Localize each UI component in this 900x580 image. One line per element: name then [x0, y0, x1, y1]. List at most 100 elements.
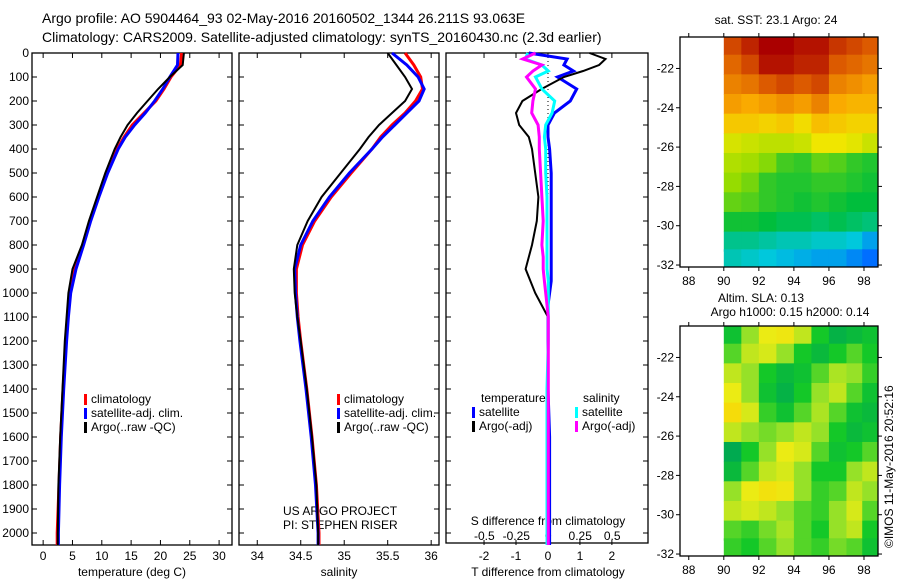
temperature-legend-label: Argo(..raw -QC)	[91, 420, 176, 434]
difference-legend-temperature-swatch	[472, 421, 475, 432]
sst-map-lat-label: -32	[657, 258, 675, 272]
depth-tick-label: 1600	[2, 430, 29, 444]
depth-tick-label: 1100	[3, 310, 29, 324]
sla-map-cell	[811, 520, 830, 541]
sla-map-cell	[828, 383, 847, 404]
sla-map-cell	[723, 461, 742, 482]
sst-map-lon-label: 94	[787, 274, 801, 288]
sst-map-cell	[758, 172, 777, 193]
depth-tick-label: 0	[22, 46, 29, 60]
temperature-axis-tick-label: 25	[183, 549, 197, 563]
sst-map-cell	[758, 37, 777, 56]
sla-map-cell	[776, 461, 795, 482]
sla-map-cell	[862, 461, 879, 482]
sla-map-cell	[758, 441, 777, 463]
sla-map-lon-label: 94	[787, 563, 801, 577]
sst-map-cell	[846, 74, 865, 95]
sla-map-cell	[811, 422, 830, 443]
difference-legend-temperature-swatch	[472, 407, 475, 418]
sla-map-cell	[776, 500, 795, 522]
sla-map-cell	[723, 383, 742, 404]
sst-map-cell	[846, 113, 865, 134]
legend-temperature-title: temperature	[481, 391, 546, 405]
sla-map-lon-label: 96	[822, 563, 836, 577]
t-diff-axis-tick-label: -1	[511, 549, 522, 563]
sla-map-cell	[758, 402, 777, 423]
t-diff-axis-tick-label: -2	[479, 549, 490, 563]
depth-tick-label: 600	[9, 190, 29, 204]
sla-map-cell	[862, 422, 879, 443]
sst-map-cell	[811, 192, 830, 213]
sst-map-cell	[741, 54, 760, 75]
sla-map-cell	[828, 520, 847, 541]
sla-map-cell	[862, 481, 879, 502]
sst-map-cell	[758, 54, 777, 75]
sst-map-cell	[862, 54, 879, 75]
sla-map-cell	[758, 422, 777, 443]
salinity-axis-tick-label: 36	[424, 549, 438, 563]
sla-map-cell	[741, 326, 760, 345]
sst-map-cell	[862, 113, 879, 134]
sla-map-cell	[758, 461, 777, 482]
sst-map-cell	[741, 211, 760, 233]
sla-map-cell	[828, 461, 847, 482]
temperature-legend-label: satellite-adj. clim.	[91, 406, 183, 420]
sst-map-cell	[811, 54, 830, 75]
sst-map-cell	[776, 231, 795, 252]
sst-map-cell	[862, 249, 879, 268]
depth-tick-label: 500	[9, 166, 29, 180]
sst-map-cell	[741, 37, 760, 56]
salinity-axis-tick-label: 35.5	[376, 549, 400, 563]
sst-map-cell	[723, 54, 742, 75]
temperature-axis-label: temperature (deg C)	[78, 565, 186, 579]
sst-map-cell	[723, 113, 742, 134]
sst-map-cell	[811, 249, 830, 268]
sst-map-cell	[776, 113, 795, 134]
t-diff-axis-tick-label: 0	[545, 549, 552, 563]
sla-map-cell	[776, 363, 795, 384]
sla-map-lat-label: -26	[657, 429, 675, 443]
sst-map-cell	[811, 94, 830, 115]
sst-map-cell	[793, 172, 812, 193]
sst-map-cell	[776, 192, 795, 213]
sla-map-cell	[723, 538, 742, 557]
sla-map-cell	[862, 520, 879, 541]
sst-map-cell	[741, 74, 760, 95]
sst-map-cell	[846, 249, 865, 268]
sst-map-cell	[758, 192, 777, 213]
sst-map-cell	[776, 249, 795, 268]
temperature-line-0	[55, 52, 184, 545]
sst-map-lat-label: -28	[657, 179, 675, 193]
depth-tick-label: 1800	[2, 478, 29, 492]
sst-map-cell	[811, 37, 830, 56]
salinity-axis-tick-label: 35	[338, 549, 352, 563]
salinity-axis-tick-label: 34.5	[289, 549, 313, 563]
depth-tick-label: 1300	[2, 358, 29, 372]
sst-map-lon-label: 96	[822, 274, 836, 288]
credit-line1: US ARGO PROJECT	[283, 504, 398, 518]
sla-map-cell	[862, 343, 879, 364]
sla-map-cell	[828, 441, 847, 463]
sst-map-cell	[793, 74, 812, 95]
sla-map-cell	[758, 383, 777, 404]
salinity-legend-swatch	[337, 394, 340, 405]
sla-map-cell	[862, 538, 879, 557]
sla-map-cell	[776, 481, 795, 502]
sla-map-cell	[846, 383, 865, 404]
sla-map-cell	[741, 461, 760, 482]
sst-map-title: sat. SST: 23.1 Argo: 24	[715, 13, 838, 27]
sst-map-lon-label: 90	[717, 274, 731, 288]
sla-map-cell	[741, 481, 760, 502]
sla-map-cell	[723, 481, 742, 502]
sst-map-cell	[846, 94, 865, 115]
sst-map-cell	[758, 231, 777, 252]
sst-map-cell	[776, 37, 795, 56]
depth-tick-label: 700	[9, 214, 29, 228]
sst-map-cell	[741, 192, 760, 213]
difference-legend-temperature-label: satellite	[479, 405, 520, 419]
salinity-axis-tick-label: 34	[251, 549, 265, 563]
sla-map-cell	[758, 326, 777, 345]
depth-tick-label: 1000	[2, 286, 29, 300]
sla-map-cell	[811, 383, 830, 404]
